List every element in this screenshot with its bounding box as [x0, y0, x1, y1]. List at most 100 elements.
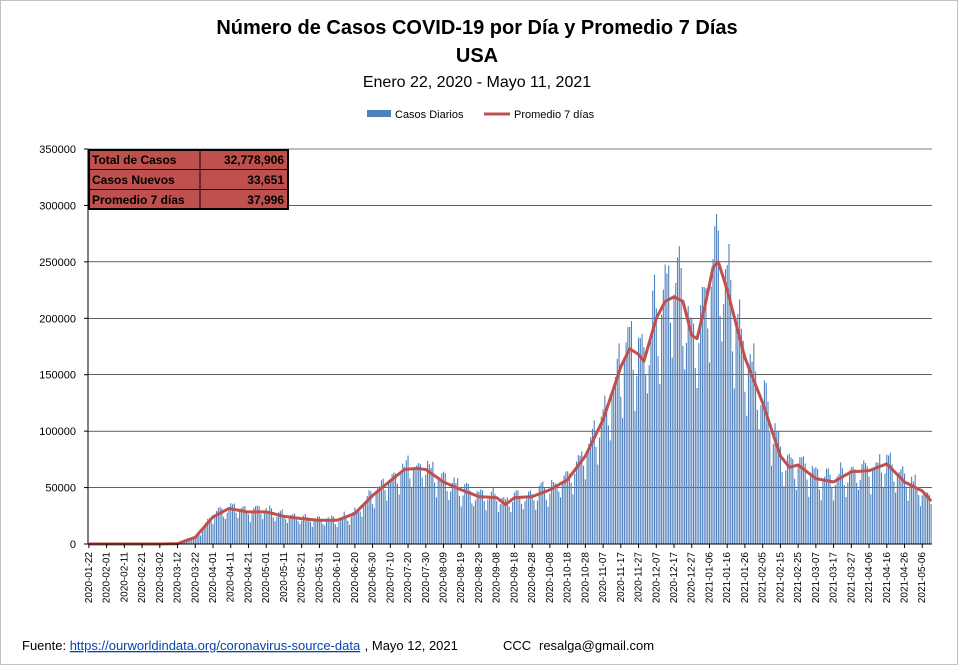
daily-case-bar: [544, 488, 545, 544]
daily-case-bar: [842, 468, 843, 544]
daily-case-bar: [246, 511, 247, 544]
daily-case-bar: [849, 471, 850, 544]
daily-case-bar: [698, 343, 699, 544]
daily-case-bar: [831, 488, 832, 544]
x-tick-label: 2020-05-01: [261, 552, 272, 604]
daily-case-bar: [353, 512, 354, 544]
daily-case-bar: [223, 517, 224, 544]
x-tick-label: 2021-02-25: [793, 552, 804, 604]
daily-case-bar: [579, 456, 580, 544]
x-tick-label: 2020-09-08: [492, 552, 503, 604]
daily-case-bar: [688, 306, 689, 544]
daily-case-bar: [757, 410, 758, 544]
daily-case-bar: [755, 371, 756, 544]
daily-case-bar: [262, 519, 263, 544]
daily-case-bar: [700, 305, 701, 544]
x-tick-label: 2020-06-20: [350, 552, 361, 604]
daily-case-bar: [824, 477, 825, 544]
daily-case-bar: [908, 501, 909, 544]
daily-case-bar: [675, 283, 676, 544]
x-tick-label: 2020-12-17: [669, 552, 680, 604]
daily-case-bar: [411, 488, 412, 544]
daily-case-bar: [741, 329, 742, 544]
daily-case-bar: [782, 472, 783, 544]
daily-case-bar: [464, 484, 465, 544]
x-tick-label: 2020-05-31: [314, 552, 325, 604]
daily-case-bar: [611, 397, 612, 545]
daily-case-bar: [863, 460, 864, 544]
daily-case-bar: [925, 492, 926, 544]
daily-case-bar: [830, 475, 831, 544]
daily-case-bar: [819, 489, 820, 544]
daily-case-bar: [645, 374, 646, 544]
daily-case-bar: [290, 515, 291, 544]
daily-case-bar: [597, 465, 598, 544]
x-tick-label: 2020-11-27: [634, 552, 645, 603]
daily-case-bar: [808, 497, 809, 544]
daily-case-bar: [874, 467, 875, 544]
daily-case-bar: [695, 368, 696, 544]
daily-case-bar: [711, 287, 712, 544]
daily-case-bar: [473, 506, 474, 544]
daily-case-bar: [931, 504, 932, 544]
daily-case-bar: [496, 501, 497, 544]
daily-case-bar: [356, 510, 357, 544]
daily-case-bar: [528, 492, 529, 544]
daily-case-bar: [535, 510, 536, 544]
daily-case-bar: [798, 465, 799, 544]
daily-case-bar: [794, 479, 795, 544]
x-tick-label: 2020-12-27: [687, 552, 698, 604]
daily-case-bar: [750, 354, 751, 544]
daily-case-bar: [459, 496, 460, 544]
daily-case-bar: [744, 392, 745, 544]
daily-case-bar: [746, 416, 747, 544]
x-tick-label: 2020-08-09: [439, 552, 450, 604]
daily-case-bar: [854, 469, 855, 544]
daily-case-bar: [299, 524, 300, 544]
daily-case-bar: [617, 359, 618, 544]
daily-case-bar: [681, 268, 682, 544]
footer-date: , Mayo 12, 2021: [365, 638, 458, 653]
daily-case-bar: [587, 452, 588, 544]
daily-case-bar: [608, 425, 609, 544]
daily-case-bar: [923, 491, 924, 544]
daily-case-bar: [416, 465, 417, 544]
daily-case-bar: [583, 466, 584, 544]
daily-case-bar: [532, 494, 533, 544]
daily-case-bar: [322, 524, 323, 544]
daily-case-bar: [762, 402, 763, 544]
daily-case-bar: [837, 477, 838, 544]
daily-case-bar: [650, 333, 651, 544]
daily-case-bar: [491, 492, 492, 544]
daily-case-bar: [345, 515, 346, 544]
daily-case-bar: [705, 288, 706, 544]
daily-case-bar: [386, 501, 387, 544]
daily-case-bar: [285, 519, 286, 544]
daily-case-bar: [734, 388, 735, 544]
daily-case-bar: [799, 457, 800, 544]
x-tick-label: 2020-01-22: [84, 552, 95, 604]
daily-case-bar: [693, 323, 694, 544]
daily-case-bar: [360, 511, 361, 544]
daily-case-bar: [306, 517, 307, 544]
daily-case-bar: [624, 358, 625, 544]
daily-case-bar: [202, 531, 203, 544]
daily-case-bar: [860, 480, 861, 544]
daily-case-bar: [278, 512, 279, 544]
daily-case-bar: [241, 508, 242, 544]
daily-case-bar: [581, 451, 582, 544]
daily-case-bar: [620, 397, 621, 544]
y-tick-label: 200000: [39, 313, 76, 325]
daily-case-bar: [372, 504, 373, 544]
source-link[interactable]: https://ourworldindata.org/coronavirus-s…: [70, 638, 361, 653]
daily-case-bar: [886, 455, 887, 544]
daily-case-bar: [477, 491, 478, 544]
daily-case-bar: [899, 472, 900, 544]
daily-case-bar: [388, 484, 389, 544]
daily-case-bar: [273, 517, 274, 544]
daily-case-bar: [592, 429, 593, 544]
daily-case-bar: [494, 494, 495, 544]
daily-case-bar: [384, 490, 385, 544]
